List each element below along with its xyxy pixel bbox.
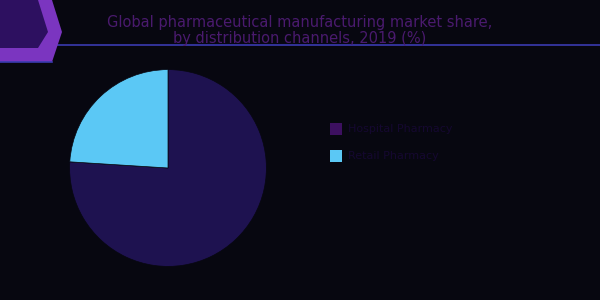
Wedge shape — [70, 70, 168, 168]
Text: Hospital Pharmacy: Hospital Pharmacy — [348, 124, 452, 134]
Polygon shape — [0, 0, 48, 48]
FancyBboxPatch shape — [330, 150, 342, 162]
Text: Retail Pharmacy: Retail Pharmacy — [348, 151, 439, 161]
FancyBboxPatch shape — [330, 123, 342, 135]
Text: by distribution channels, 2019 (%): by distribution channels, 2019 (%) — [173, 32, 427, 46]
Text: Global pharmaceutical manufacturing market share,: Global pharmaceutical manufacturing mark… — [107, 14, 493, 29]
Wedge shape — [70, 70, 266, 266]
Polygon shape — [0, 0, 62, 62]
